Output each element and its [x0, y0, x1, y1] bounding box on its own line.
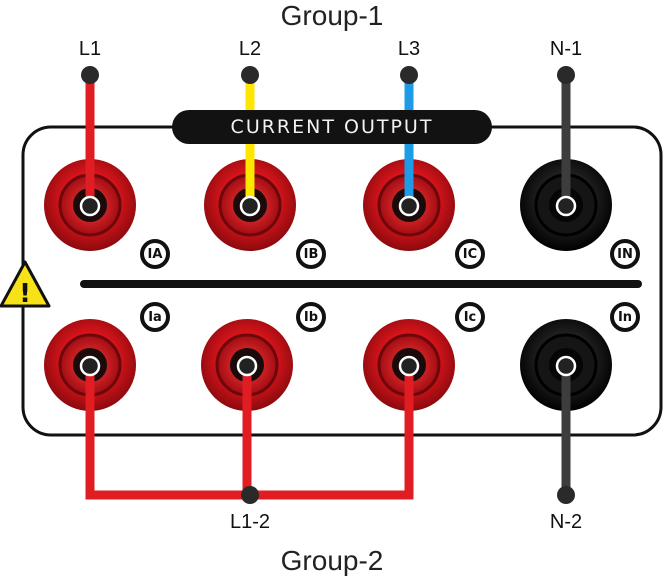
badge-ia-lower: Ia [140, 302, 170, 332]
lead-label-l1: L1 [78, 38, 102, 60]
lead-label-l1-2: L1-2 [229, 511, 271, 533]
svg-text:!: ! [19, 279, 31, 309]
terminal-ib[interactable] [204, 159, 296, 251]
lead-label-n1: N-1 [549, 38, 583, 60]
badge-ia: IA [140, 239, 170, 269]
lead-label-n2: N-2 [549, 511, 583, 533]
wire-end-dot-icon [81, 66, 575, 504]
badge-in: IN [610, 239, 640, 269]
group-1-title: Group-1 [280, 0, 384, 31]
badge-ic-lower: Ic [455, 302, 485, 332]
lead-label-l3: L3 [397, 38, 421, 60]
badge-ic: IC [455, 239, 485, 269]
lead-label-l2: L2 [238, 38, 262, 60]
warning-triangle-icon: ! [0, 260, 51, 309]
panel-title: CURRENT OUTPUT [172, 110, 492, 144]
badge-ib-lower: Ib [296, 302, 326, 332]
group-2-title: Group-2 [280, 545, 384, 576]
badge-ib: IB [296, 239, 326, 269]
badge-in-lower: In [610, 302, 640, 332]
terminal-pins [79, 195, 577, 377]
